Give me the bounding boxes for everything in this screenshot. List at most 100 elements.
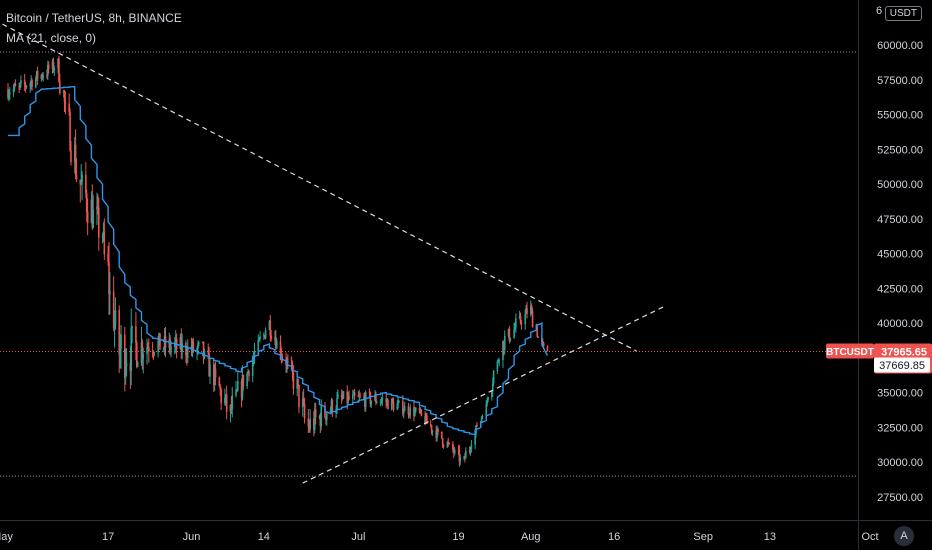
candle-body-19 <box>41 74 44 78</box>
candle-body-184 <box>347 395 349 403</box>
currency-button[interactable]: USDT <box>884 6 922 21</box>
candle-body-228 <box>429 423 432 426</box>
candle-body-290 <box>542 343 545 347</box>
candle-body-192 <box>363 396 365 398</box>
candle-body-244 <box>458 449 461 462</box>
candle-body-233 <box>437 428 439 432</box>
candle-body-114 <box>218 377 221 387</box>
candle-body-33 <box>68 103 70 112</box>
candle-body-124 <box>236 390 238 392</box>
candle-body-138 <box>263 335 265 337</box>
candle-body-106 <box>202 341 205 358</box>
candle-body-36 <box>73 144 76 163</box>
candle-body-16 <box>35 71 38 79</box>
candle-body-284 <box>531 311 534 328</box>
candle-body-144 <box>274 337 276 340</box>
candle-body-175 <box>330 400 333 411</box>
candle-body-217 <box>408 414 411 416</box>
candle-body-101 <box>192 341 195 352</box>
symbol-tag-bg <box>826 343 874 359</box>
price-tick-label-5: 47500.00 <box>877 214 923 226</box>
ma-value-label: 37669.85 <box>879 360 925 372</box>
candle-body-281 <box>526 308 528 314</box>
candle-body-164 <box>309 418 311 430</box>
candle-body-169 <box>319 416 322 427</box>
candle-body-250 <box>469 449 472 451</box>
time-tick-label-4: Jul <box>351 531 365 543</box>
candle-body-84 <box>162 347 165 350</box>
candle-body-262 <box>491 383 494 392</box>
price-tick-label-0: 60000.00 <box>877 40 923 52</box>
candle-body-132 <box>251 362 254 376</box>
candle-body-93 <box>179 336 182 350</box>
candle-body-236 <box>442 445 445 447</box>
candle-body-76 <box>147 347 149 349</box>
candle-body-163 <box>308 426 311 430</box>
candle-body-26 <box>53 68 56 71</box>
candle-body-80 <box>153 352 156 354</box>
candle-body-176 <box>331 400 334 414</box>
candle-body-25 <box>52 61 55 71</box>
candle-body-287 <box>537 336 539 338</box>
candle-body-81 <box>157 341 159 353</box>
candle-body-137 <box>259 336 261 340</box>
candle-body-249 <box>468 450 471 452</box>
time-tick-label-5: 19 <box>452 531 464 543</box>
candle-body-100 <box>191 341 194 351</box>
candle-body-51 <box>101 236 104 238</box>
candle-body-1 <box>8 94 10 98</box>
candle-body-35 <box>70 150 72 163</box>
candle-body-109 <box>208 353 210 377</box>
symbol-tag: BTCUSDT <box>826 347 874 358</box>
candle-body-191 <box>359 396 361 398</box>
price-tick-label-6: 45000.00 <box>877 249 923 261</box>
candle-body-40 <box>80 181 82 185</box>
candle-body-242 <box>453 449 456 454</box>
candle-body-97 <box>186 355 188 358</box>
candle-body-92 <box>175 338 178 350</box>
candle-body-243 <box>457 449 460 451</box>
candle-body-212 <box>398 400 400 402</box>
candle-body-145 <box>275 337 277 349</box>
candle-body-52 <box>102 231 105 237</box>
candle-body-225 <box>424 415 426 424</box>
time-tick-label-7: 16 <box>608 531 620 543</box>
candle-body-98 <box>186 346 189 358</box>
candle-body-267 <box>502 340 504 361</box>
candle-body-210 <box>396 403 399 410</box>
candle-body-53 <box>103 231 106 255</box>
candle-body-55 <box>108 262 110 295</box>
candle-body-252 <box>474 433 476 445</box>
candle-body-279 <box>524 313 526 325</box>
candle-body-207 <box>390 398 393 410</box>
candle-body-63 <box>123 334 126 378</box>
candle-body-5 <box>14 84 17 87</box>
candle-body-205 <box>386 400 388 403</box>
candle-body-186 <box>352 394 354 400</box>
candle-body-259 <box>486 400 488 404</box>
auto-scale-button[interactable]: A <box>894 526 914 546</box>
candle-body-159 <box>301 398 304 408</box>
candle-body-112 <box>213 369 216 385</box>
candle-body-41 <box>81 174 83 182</box>
candle-body-6 <box>18 86 20 88</box>
candle-body-241 <box>453 449 455 454</box>
candle-body-264 <box>496 361 499 371</box>
candle-body-24 <box>51 61 54 69</box>
candle-body-94 <box>180 336 183 352</box>
candle-body-257 <box>481 416 484 418</box>
candle-body-286 <box>536 326 539 337</box>
price-tick-label-2: 55000.00 <box>877 110 923 122</box>
candle-body-194 <box>364 392 367 408</box>
candle-body-23 <box>47 64 50 69</box>
candle-body-291 <box>546 346 549 352</box>
price-tick-label-10: 35000.00 <box>877 388 923 400</box>
candle-body-151 <box>286 361 288 366</box>
candle-body-263 <box>492 370 495 384</box>
candle-body-141 <box>268 320 271 330</box>
candle-body-96 <box>185 342 187 356</box>
candle-body-187 <box>352 392 355 395</box>
candle-body-2 <box>9 92 11 95</box>
candle-body-230 <box>431 430 434 432</box>
